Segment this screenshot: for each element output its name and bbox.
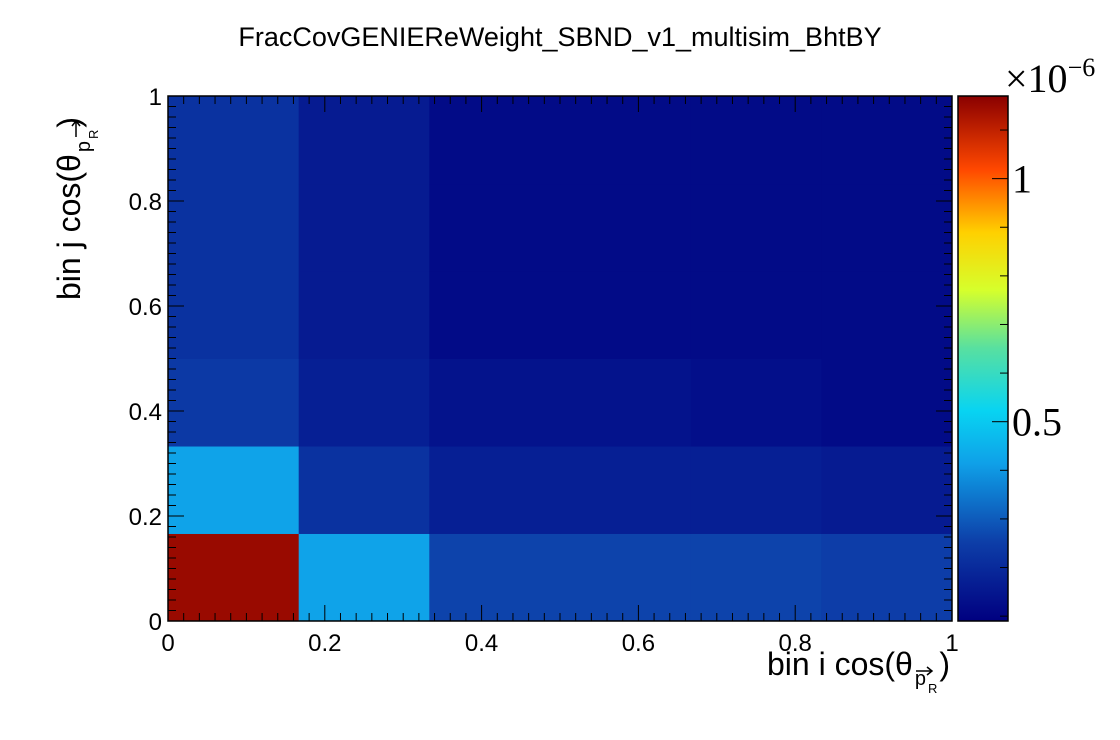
- y-axis-label: bin j cos(θ pR): [51, 117, 101, 300]
- heatmap-cell-1-0: [298, 533, 430, 622]
- y-axis-label-sub-r: R: [86, 130, 101, 139]
- heatmap-cell-4-2: [690, 358, 822, 447]
- heatmap-cell-4-4: [690, 183, 822, 272]
- heatmap-cell-2-5: [429, 96, 561, 185]
- y-axis-label-main: bin j cos(θ: [51, 154, 87, 300]
- heatmap-cell-0-5: [168, 96, 300, 185]
- heatmap-cell-5-5: [821, 96, 953, 185]
- heatmap-cell-1-3: [298, 270, 430, 359]
- heatmap-cell-2-1: [429, 446, 561, 534]
- x-tick-label: 0.4: [465, 630, 498, 657]
- y-axis-label-sub-vec: p: [73, 141, 95, 152]
- heatmap-cell-2-2: [429, 358, 561, 447]
- heatmap-cells: [168, 96, 953, 622]
- heatmap-cell-3-4: [560, 183, 692, 272]
- y-tick-label: 0.6: [129, 294, 162, 321]
- x-tick-label: 0.6: [622, 630, 655, 657]
- heatmap-cell-4-1: [690, 446, 822, 534]
- x-axis-label-sub-r: R: [928, 681, 937, 696]
- x-axis-ticks: 0 0.2 0.4 0.6 0.8 1: [161, 96, 959, 657]
- color-bar-tick-label: 0.5: [1012, 400, 1062, 445]
- x-tick-label: 1: [945, 630, 958, 657]
- y-tick-label: 0.2: [129, 504, 162, 531]
- heatmap-cell-0-1: [168, 446, 300, 534]
- x-tick-label: 0: [161, 630, 174, 657]
- heatmap-cell-3-3: [560, 270, 692, 359]
- heatmap-cell-1-1: [298, 446, 430, 534]
- heatmap-cell-4-5: [690, 96, 822, 185]
- color-bar-exponent-power: −6: [1068, 53, 1096, 82]
- x-axis-label-close: ): [939, 646, 950, 682]
- heatmap-cell-1-5: [298, 96, 430, 185]
- y-tick-label: 1: [149, 84, 162, 111]
- color-bar-exponent-base: ×10: [1005, 56, 1068, 101]
- x-tick-label: 0.2: [308, 630, 341, 657]
- y-tick-label: 0.8: [129, 189, 162, 216]
- heatmap-cell-5-2: [821, 358, 953, 447]
- heatmap-cell-4-0: [690, 533, 822, 622]
- svg-text:bin i cos(θpR): bin i cos(θ p R): [767, 646, 950, 696]
- heatmap-cell-0-0: [168, 533, 300, 622]
- heatmap-cell-3-0: [560, 533, 692, 622]
- x-axis-label: bin i cos(θ p R): [767, 646, 950, 696]
- heatmap-cell-3-2: [560, 358, 692, 447]
- heatmap-cell-0-3: [168, 270, 300, 359]
- heatmap-cell-1-2: [298, 358, 430, 447]
- color-bar-tick-label: 1: [1012, 157, 1032, 202]
- heatmap-cell-0-4: [168, 183, 300, 272]
- heatmap-cell-5-4: [821, 183, 953, 272]
- color-bar-ticks: 0.51: [992, 129, 1062, 617]
- heatmap-cell-5-1: [821, 446, 953, 534]
- heatmap-cell-5-3: [821, 270, 953, 359]
- x-axis-label-sub-vec: p: [915, 668, 926, 690]
- heatmap-cell-2-4: [429, 183, 561, 272]
- x-vector-arrow: [916, 666, 934, 676]
- y-axis-label-close: ): [51, 117, 87, 128]
- color-bar-exponent: ×10−6: [1005, 53, 1095, 101]
- heatmap-cell-3-5: [560, 96, 692, 185]
- heatmap-cell-2-0: [429, 533, 561, 622]
- y-axis-ticks: 0 0.2 0.4 0.6 0.8 1: [129, 84, 952, 636]
- heatmap-cell-3-1: [560, 446, 692, 534]
- y-vector-arrow: [71, 119, 81, 137]
- heatmap-cell-4-3: [690, 270, 822, 359]
- heatmap-cell-0-2: [168, 358, 300, 447]
- x-tick-label: 0.8: [779, 630, 812, 657]
- svg-text:bin j cos(θpR): bin j cos(θ pR): [51, 117, 101, 300]
- chart-title: FracCovGENIEReWeight_SBND_v1_multisim_Bh…: [238, 22, 881, 52]
- heatmap-cell-2-3: [429, 270, 561, 359]
- y-tick-label: 0.4: [129, 399, 162, 426]
- heatmap-cell-1-4: [298, 183, 430, 272]
- x-axis-label-main: bin i cos(θ: [767, 646, 913, 682]
- color-bar: [957, 95, 1009, 622]
- y-tick-label: 0: [149, 609, 162, 636]
- heatmap-cell-5-0: [821, 533, 953, 622]
